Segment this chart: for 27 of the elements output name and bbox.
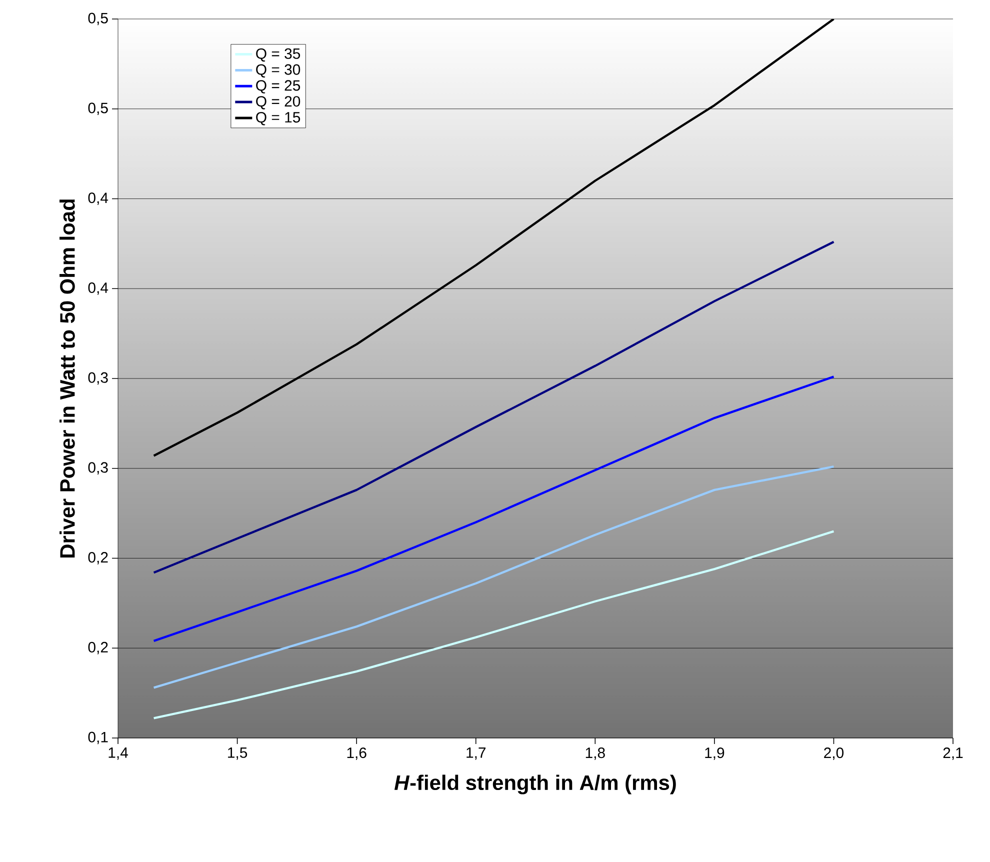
y-tick-label: 0,2: [88, 642, 108, 654]
line-series: [152, 240, 835, 574]
y-tick-label: 0,5: [88, 12, 108, 26]
x-tick-label: 1,7: [466, 748, 486, 760]
y-tick-label: 0,2: [88, 552, 108, 564]
x-tick-label: 1,5: [228, 748, 248, 760]
y-tick-label: 0,1: [88, 732, 108, 744]
y-tick-label: 0,3: [88, 462, 108, 475]
x-tick-label: 1,9: [705, 748, 724, 760]
x-tick-label: 1,8: [586, 748, 605, 760]
legend-label: Q = 15: [256, 112, 300, 126]
line-series: [152, 530, 835, 720]
x-tick-label: 2,1: [943, 748, 963, 760]
y-tick-label: 0,5: [88, 102, 108, 116]
x-tick-label: 2,0: [824, 748, 844, 760]
legend-label: Q = 35: [256, 48, 300, 62]
legend-label: Q = 20: [256, 96, 300, 110]
y-tick-label: 0,4: [88, 282, 108, 295]
x-tick-label: 1,6: [347, 748, 366, 760]
legend-label: Q = 30: [256, 64, 300, 78]
x-tick-label: 1,4: [108, 748, 128, 760]
line-series: [152, 465, 835, 689]
legend-label: Q = 25: [256, 80, 300, 94]
y-tick-label: 0,4: [88, 192, 108, 205]
y-axis-title: Driver Power in Watt to 50 Ohm load: [60, 199, 75, 558]
x-axis-title: H-field strength in A/m (rms): [394, 774, 676, 794]
y-tick-label: 0,3: [88, 372, 108, 385]
